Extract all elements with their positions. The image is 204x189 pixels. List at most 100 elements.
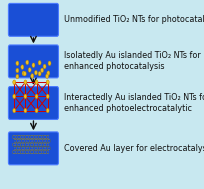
- Circle shape: [28, 68, 31, 72]
- FancyBboxPatch shape: [15, 151, 18, 154]
- Circle shape: [13, 144, 14, 145]
- FancyBboxPatch shape: [32, 139, 34, 142]
- FancyBboxPatch shape: [41, 136, 44, 139]
- Circle shape: [22, 140, 23, 142]
- FancyBboxPatch shape: [13, 143, 15, 146]
- Circle shape: [37, 151, 38, 153]
- FancyBboxPatch shape: [26, 136, 28, 139]
- FancyBboxPatch shape: [47, 151, 49, 154]
- Circle shape: [45, 74, 49, 78]
- Circle shape: [22, 148, 23, 149]
- Circle shape: [16, 144, 17, 145]
- Circle shape: [13, 151, 14, 153]
- FancyBboxPatch shape: [15, 143, 18, 146]
- FancyBboxPatch shape: [19, 139, 21, 142]
- Circle shape: [19, 144, 20, 145]
- FancyBboxPatch shape: [17, 139, 19, 142]
- Circle shape: [24, 151, 25, 153]
- Circle shape: [41, 140, 42, 142]
- Circle shape: [38, 71, 41, 76]
- Circle shape: [17, 148, 18, 149]
- FancyBboxPatch shape: [31, 136, 33, 139]
- Circle shape: [26, 151, 27, 153]
- FancyBboxPatch shape: [22, 139, 24, 142]
- Circle shape: [43, 148, 44, 149]
- FancyBboxPatch shape: [44, 136, 46, 139]
- FancyBboxPatch shape: [31, 151, 33, 154]
- FancyBboxPatch shape: [8, 132, 59, 165]
- Circle shape: [41, 148, 42, 149]
- Circle shape: [20, 140, 21, 142]
- Circle shape: [34, 151, 35, 153]
- FancyBboxPatch shape: [44, 143, 46, 146]
- FancyBboxPatch shape: [39, 151, 41, 154]
- Circle shape: [47, 144, 48, 145]
- Circle shape: [26, 144, 27, 145]
- FancyBboxPatch shape: [34, 143, 36, 146]
- FancyBboxPatch shape: [21, 151, 23, 154]
- FancyBboxPatch shape: [28, 143, 31, 146]
- Circle shape: [16, 136, 17, 138]
- Circle shape: [30, 148, 31, 149]
- FancyBboxPatch shape: [19, 147, 21, 150]
- FancyBboxPatch shape: [14, 139, 16, 142]
- FancyBboxPatch shape: [32, 147, 34, 150]
- Circle shape: [29, 151, 30, 153]
- Circle shape: [47, 151, 48, 153]
- FancyBboxPatch shape: [39, 143, 41, 146]
- Circle shape: [33, 148, 34, 149]
- FancyBboxPatch shape: [31, 143, 33, 146]
- FancyBboxPatch shape: [8, 3, 59, 36]
- Circle shape: [46, 94, 49, 99]
- Circle shape: [24, 136, 25, 138]
- FancyBboxPatch shape: [40, 147, 42, 150]
- Circle shape: [46, 148, 47, 149]
- FancyBboxPatch shape: [24, 139, 27, 142]
- FancyBboxPatch shape: [27, 147, 29, 150]
- FancyBboxPatch shape: [44, 151, 46, 154]
- FancyBboxPatch shape: [45, 139, 48, 142]
- FancyBboxPatch shape: [48, 147, 50, 150]
- FancyBboxPatch shape: [30, 139, 32, 142]
- Circle shape: [35, 94, 38, 99]
- Circle shape: [21, 151, 22, 153]
- FancyBboxPatch shape: [24, 147, 27, 150]
- Circle shape: [19, 136, 20, 138]
- FancyBboxPatch shape: [38, 139, 40, 142]
- Circle shape: [49, 148, 50, 149]
- Circle shape: [13, 80, 16, 84]
- FancyBboxPatch shape: [22, 147, 24, 150]
- Circle shape: [42, 144, 43, 145]
- Text: Isolatedly Au islanded TiO₂ NTs for
enhanced photocatalysis: Isolatedly Au islanded TiO₂ NTs for enha…: [64, 51, 201, 71]
- FancyBboxPatch shape: [28, 136, 31, 139]
- FancyBboxPatch shape: [18, 151, 20, 154]
- Circle shape: [25, 148, 26, 149]
- Circle shape: [33, 140, 34, 142]
- FancyBboxPatch shape: [18, 136, 20, 139]
- FancyBboxPatch shape: [36, 136, 38, 139]
- Circle shape: [29, 144, 30, 145]
- Circle shape: [22, 71, 25, 76]
- Circle shape: [16, 74, 19, 79]
- FancyBboxPatch shape: [47, 143, 49, 146]
- FancyBboxPatch shape: [23, 143, 25, 146]
- Circle shape: [21, 136, 22, 138]
- Circle shape: [38, 140, 39, 142]
- FancyBboxPatch shape: [40, 139, 42, 142]
- Circle shape: [19, 151, 20, 153]
- FancyBboxPatch shape: [36, 151, 38, 154]
- Circle shape: [42, 136, 43, 138]
- Circle shape: [41, 68, 44, 73]
- Text: Covered Au layer for electrocatalysis: Covered Au layer for electrocatalysis: [64, 144, 204, 153]
- FancyBboxPatch shape: [30, 147, 32, 150]
- Circle shape: [38, 148, 39, 149]
- Circle shape: [16, 151, 17, 153]
- FancyBboxPatch shape: [26, 151, 28, 154]
- FancyBboxPatch shape: [34, 151, 36, 154]
- Circle shape: [46, 80, 49, 84]
- Circle shape: [35, 148, 37, 149]
- Circle shape: [47, 136, 48, 138]
- FancyBboxPatch shape: [35, 147, 37, 150]
- Circle shape: [46, 108, 49, 113]
- Circle shape: [23, 71, 26, 76]
